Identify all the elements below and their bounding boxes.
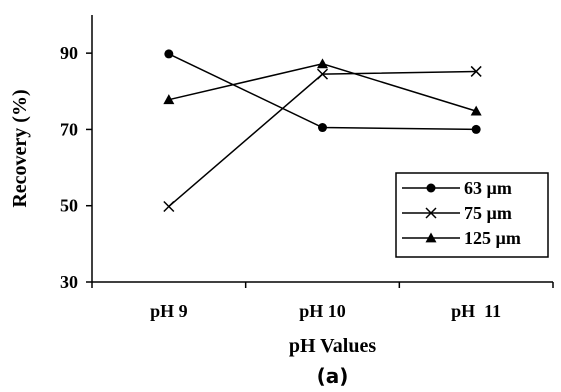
data-point [318, 123, 327, 133]
series-line [168, 63, 477, 112]
series-3 [163, 58, 482, 116]
legend: 63 µm 75 µm 125 µm [395, 172, 549, 258]
marker-stroke [163, 200, 175, 213]
series-layer [163, 49, 482, 213]
x-tick-label: pH 9 [150, 301, 188, 321]
series-2 [163, 65, 482, 213]
legend-entry: 125 µm [402, 228, 521, 248]
legend-marker [426, 183, 436, 193]
data-point [163, 200, 175, 213]
x-tick-label: pH 11 [451, 301, 501, 321]
data-point [164, 49, 174, 59]
legend-label: 63 µm [464, 178, 512, 198]
legend-entry: 75 µm [402, 203, 512, 223]
x-ticks: pH 9 pH 10 pH 11 [91, 282, 554, 321]
legend-marker [425, 232, 437, 243]
panel-label: (a) [317, 364, 349, 388]
axes [91, 15, 553, 283]
y-tick-label: 90 [60, 43, 78, 63]
data-point [163, 94, 175, 105]
series-1 [164, 49, 481, 134]
data-point [316, 68, 329, 80]
marker-stroke [470, 65, 482, 77]
y-tick-label: 70 [60, 119, 78, 139]
legend-entry: 63 µm [402, 178, 512, 198]
legend-label: 75 µm [464, 203, 512, 223]
y-tick-label: 50 [60, 196, 78, 216]
marker-stroke [316, 68, 329, 80]
legend-label: 125 µm [464, 228, 521, 248]
data-point [317, 58, 328, 69]
data-point [471, 124, 481, 134]
legend-marker [425, 207, 437, 219]
x-tick-label: pH 10 [299, 301, 346, 321]
y-tick-label: 30 [60, 272, 78, 292]
y-axis-title: Recovery (%) [9, 89, 31, 207]
data-point [470, 105, 482, 116]
x-axis-title: pH Values [289, 335, 376, 357]
y-ticks: 30 50 70 90 [60, 43, 92, 292]
data-point [470, 65, 482, 77]
legend-box [395, 172, 549, 258]
marker-stroke [425, 207, 437, 219]
